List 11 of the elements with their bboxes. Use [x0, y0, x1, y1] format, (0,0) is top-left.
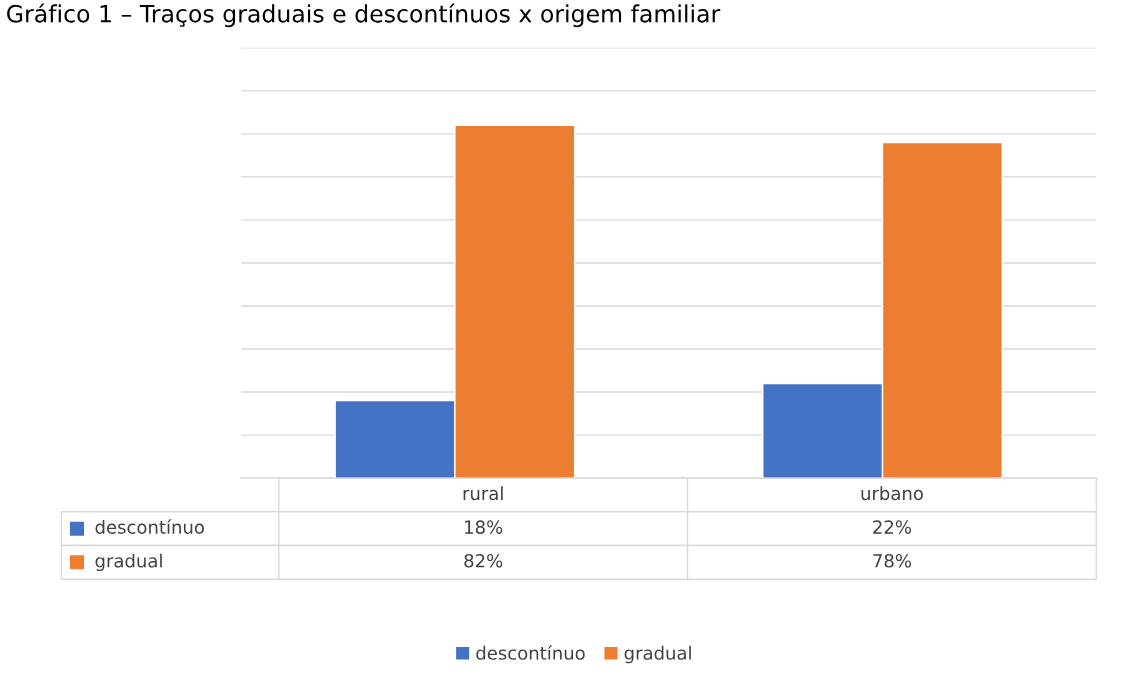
chart-title: Gráfico 1 – Traços graduais e descontínuos x origem familiar [7, 3, 721, 28]
x-tick-label: urbano [861, 486, 923, 501]
legend-label: descontínuo [95, 519, 204, 534]
text: descontínuo [476, 645, 585, 660]
legend-label: gradual [624, 645, 691, 664]
x-tick-label: rural [463, 486, 503, 501]
data-label: 18% [465, 520, 503, 534]
text: gradual [95, 553, 162, 572]
data-label: 78% [873, 553, 912, 568]
data-label: 22% [873, 520, 912, 534]
data-label: 82% [464, 553, 503, 568]
